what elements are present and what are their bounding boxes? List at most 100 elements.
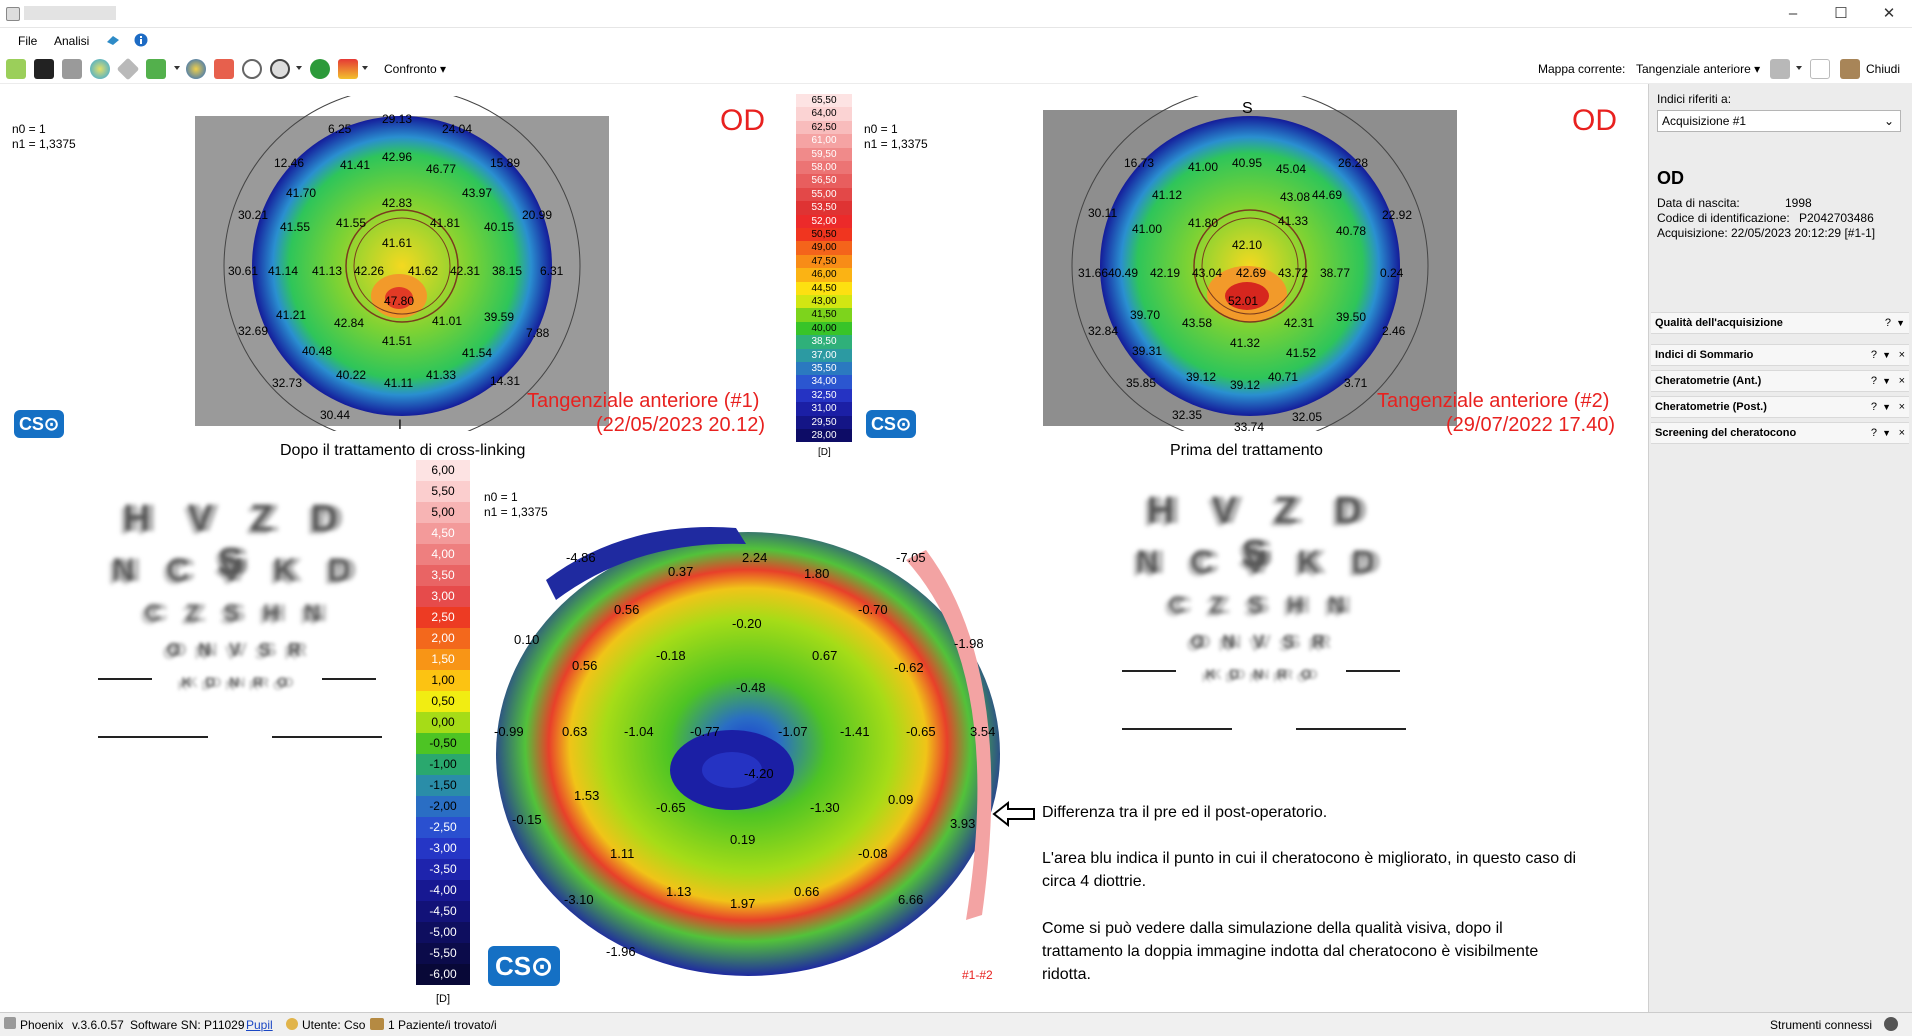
confronto-menu[interactable]: Confronto ▾ (384, 62, 447, 76)
map2-value: 39.12 (1186, 370, 1217, 384)
map1-value: 41.21 (276, 308, 307, 322)
map1-eye-label: OD (720, 104, 765, 137)
close-icon[interactable]: × (1898, 375, 1905, 387)
section-screening-cheratocono[interactable]: Screening del cheratocono ? ▼ × (1651, 422, 1909, 444)
eye-map-icon[interactable] (186, 59, 206, 79)
menu-file[interactable]: File (18, 34, 38, 48)
scale-cell: -5,50 (416, 943, 470, 964)
map2-value: 41.12 (1152, 188, 1183, 202)
globe-dropdown-icon[interactable] (296, 66, 302, 70)
help-icon[interactable]: ? (1870, 427, 1877, 439)
annotation-paragraph-3-line-1: Come si può vedere dalla simulazione del… (1042, 920, 1503, 937)
acquisizione-select[interactable]: Acquisizione #1 ⌄ (1657, 110, 1901, 132)
map1-value: 41.41 (340, 158, 371, 172)
scale-cell: 65,50 (796, 94, 852, 108)
diff-value: -0.65 (906, 724, 936, 739)
superman-dropdown-icon[interactable] (362, 66, 368, 70)
diff-value: -4.20 (744, 766, 774, 781)
help-icon[interactable]: ? (1870, 401, 1877, 413)
acuity-row: O N V S R (166, 640, 308, 660)
camera-icon[interactable] (62, 59, 82, 79)
map1-value: 43.97 (462, 186, 493, 200)
help-icon[interactable]: ? (1870, 375, 1877, 387)
map2-value: 40.95 (1232, 156, 1263, 170)
map2-value: 39.50 (1336, 310, 1367, 324)
close-icon[interactable]: × (1898, 349, 1905, 361)
user-icon (286, 1018, 298, 1030)
chevron-down-icon[interactable]: ▼ (1896, 318, 1905, 328)
help-icon[interactable]: ? (1884, 317, 1891, 329)
diamond-icon[interactable] (116, 57, 140, 81)
globe-icon[interactable] (270, 59, 290, 79)
status-pupil-link[interactable]: Pupil (246, 1018, 273, 1032)
scale-cell: -3,00 (416, 838, 470, 859)
annotation-paragraph-2-line-1: L'area blu indica il punto in cui il che… (1042, 850, 1577, 867)
scale-cell: 4,00 (416, 544, 470, 565)
maximize-button[interactable]: ☐ (1834, 5, 1848, 22)
chevron-down-icon[interactable]: ▼ (1882, 402, 1891, 412)
help-icon[interactable]: ? (1870, 349, 1877, 361)
close-icon[interactable]: × (1898, 401, 1905, 413)
chevron-down-icon[interactable]: ▼ (1882, 376, 1891, 386)
map2-value: 31.66 (1078, 266, 1109, 280)
map1-value: 40.15 (484, 220, 515, 234)
diff-value: 6.66 (898, 892, 924, 907)
diff-value: 0.66 (794, 884, 820, 899)
section-cheratometrie-ant[interactable]: Cheratometrie (Ant.) ? ▼ × (1651, 370, 1909, 392)
map2-value: 41.52 (1286, 346, 1317, 360)
chevron-down-icon[interactable]: ▼ (1882, 350, 1891, 360)
cso-logo-1: CS⊙ (14, 410, 64, 438)
annotation-line-1: Differenza tra il pre ed il post-operato… (1042, 804, 1328, 821)
tools-dropdown-icon[interactable] (1796, 66, 1802, 70)
map1-value: 14.31 (490, 374, 521, 388)
image-icon[interactable] (34, 59, 54, 79)
map2-value: 42.10 (1232, 238, 1263, 252)
menu-analisi[interactable]: Analisi (54, 34, 90, 48)
export-file-icon[interactable] (1810, 59, 1830, 79)
superman-icon[interactable] (338, 59, 358, 79)
mappa-corrente-select[interactable]: Tangenziale anteriore ▾ (1636, 62, 1761, 76)
grid-maps-dropdown-icon[interactable] (174, 66, 180, 70)
close-window-button[interactable]: ✕ (1882, 5, 1896, 22)
acuity-row: H V Z D S (122, 498, 352, 583)
section-indici-sommario[interactable]: Indici di Sommario ? ▼ × (1651, 344, 1909, 366)
toolbar: Confronto ▾ Mappa corrente: Tangenziale … (0, 54, 1912, 84)
scale-cell: 43,00 (796, 295, 852, 309)
minimize-button[interactable]: – (1788, 5, 1798, 22)
map2-value: 42.31 (1284, 316, 1315, 330)
chiudi-button[interactable]: Chiudi (1866, 62, 1901, 76)
map1-value: 32.73 (272, 376, 303, 390)
diff-value: -1.07 (778, 724, 808, 739)
map1-value: 29.13 (382, 112, 413, 126)
map2-eye-label: OD (1572, 104, 1617, 137)
map1-value: 42.96 (382, 150, 413, 164)
section-qualita-acquisizione[interactable]: Qualità dell'acquisizione ? ▼ (1651, 312, 1909, 334)
export-icon[interactable] (106, 33, 120, 47)
tools-icon[interactable] (1770, 59, 1790, 79)
scale-cell: 56,50 (796, 174, 852, 188)
scale-cell: 2,00 (416, 628, 470, 649)
chiudi-icon[interactable] (1840, 59, 1860, 79)
map1-value: 39.59 (484, 310, 515, 324)
grid-maps-icon[interactable] (146, 59, 166, 79)
close-icon[interactable]: × (1898, 427, 1905, 439)
map2-date: (29/07/2022 17.40) (1446, 414, 1616, 436)
print-icon[interactable] (214, 59, 234, 79)
ring-icon[interactable] (242, 59, 262, 79)
map-view-icon[interactable] (90, 59, 110, 79)
scale-cell: 62,50 (796, 120, 852, 135)
diff-value: -4.86 (566, 550, 596, 565)
app-icon (6, 7, 20, 21)
map1-value: 30.21 (238, 208, 269, 222)
section-cheratometrie-post[interactable]: Cheratometrie (Post.) ? ▼ × (1651, 396, 1909, 418)
green-dot-icon[interactable] (310, 59, 330, 79)
info-icon[interactable] (134, 33, 148, 47)
chevron-down-icon[interactable]: ▼ (1882, 428, 1891, 438)
scale-cell: 55,00 (796, 187, 852, 202)
diff-value: 1.53 (574, 788, 600, 803)
map1-value: 41.33 (426, 368, 457, 382)
scale-cell: 6,00 (416, 460, 470, 481)
map2-value: 39.31 (1132, 344, 1163, 358)
map2-value: 2.46 (1382, 324, 1406, 338)
multi-map-icon[interactable] (6, 59, 26, 79)
